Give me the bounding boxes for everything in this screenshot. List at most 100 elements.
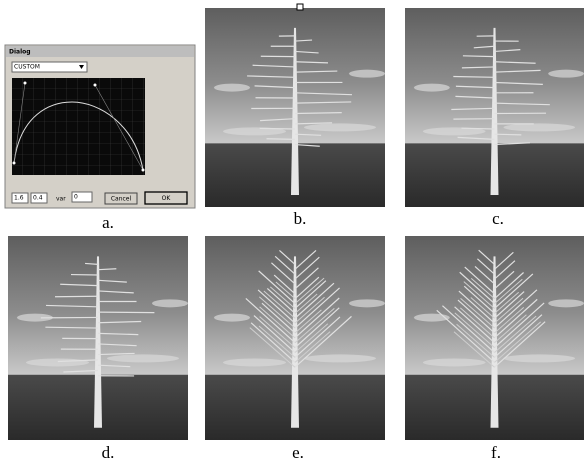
grid	[12, 78, 145, 175]
branch	[97, 332, 139, 336]
cloud	[223, 358, 286, 367]
branch	[271, 262, 296, 285]
control-point[interactable]	[141, 168, 145, 172]
branch	[63, 369, 99, 373]
cloud	[503, 123, 576, 132]
branch	[97, 279, 127, 283]
branch	[60, 283, 99, 287]
branch	[294, 287, 340, 329]
branch	[252, 64, 296, 68]
control-lines	[13, 82, 144, 171]
cancel-button[interactable]	[104, 192, 138, 205]
branch	[258, 325, 296, 358]
branch	[247, 75, 296, 78]
branch	[266, 288, 296, 314]
branch	[494, 291, 520, 314]
branch	[85, 262, 99, 265]
curve	[13, 101, 144, 171]
render-view	[205, 236, 385, 440]
trunk	[291, 27, 299, 196]
branch	[259, 306, 296, 339]
button-label: Cancel	[111, 196, 132, 203]
trunk	[490, 27, 499, 196]
branch	[460, 297, 495, 329]
branch	[454, 312, 495, 349]
branch	[453, 331, 495, 368]
control-point[interactable]	[23, 81, 27, 85]
branch	[97, 268, 117, 271]
branch	[463, 285, 495, 314]
branch	[494, 314, 543, 358]
ok-button[interactable]	[144, 191, 188, 205]
var-value: 0	[74, 194, 78, 201]
branch	[461, 127, 495, 130]
branch	[259, 296, 296, 329]
branch	[459, 307, 495, 339]
field[interactable]	[11, 192, 29, 204]
branch	[494, 272, 524, 300]
field-value: 0.4	[33, 195, 43, 202]
control-point[interactable]	[93, 83, 97, 87]
var-field[interactable]	[71, 191, 93, 203]
branch	[456, 323, 495, 358]
branch	[261, 302, 296, 334]
cloud	[17, 313, 53, 322]
branch	[269, 286, 296, 309]
branch	[461, 66, 495, 69]
branch	[254, 85, 296, 89]
branch	[294, 277, 325, 304]
var-label: var	[56, 196, 66, 203]
cloud	[422, 358, 486, 367]
branch	[273, 274, 296, 295]
branch	[294, 280, 327, 309]
render-view	[405, 236, 584, 440]
branch	[260, 118, 296, 122]
branch	[494, 302, 545, 349]
branch	[457, 299, 495, 334]
branch	[294, 293, 318, 314]
branch	[494, 289, 538, 329]
branch	[294, 101, 352, 104]
branch	[279, 249, 296, 265]
branch	[249, 327, 296, 368]
branch	[294, 297, 340, 339]
control-point[interactable]	[12, 161, 16, 165]
cloud	[503, 354, 576, 363]
dropdown-arrow	[79, 65, 84, 69]
branch	[294, 307, 335, 344]
branch	[464, 266, 495, 295]
branch	[494, 142, 530, 146]
branch	[259, 127, 296, 130]
branch	[455, 95, 495, 99]
branch	[494, 291, 525, 319]
branch	[494, 306, 525, 334]
branch	[454, 306, 495, 344]
branch	[294, 307, 340, 349]
branch	[463, 281, 495, 309]
branch	[294, 267, 319, 290]
branch	[457, 136, 495, 140]
branch	[451, 107, 495, 111]
branch	[97, 352, 135, 356]
button-label: OK	[162, 195, 172, 202]
branch	[245, 298, 296, 344]
branch	[494, 260, 516, 280]
branch	[294, 331, 331, 363]
field[interactable]	[30, 192, 48, 204]
panel-label: a.	[102, 213, 114, 232]
branch	[275, 281, 296, 300]
preset-dropdown[interactable]	[11, 61, 88, 73]
branch	[494, 321, 542, 363]
branch	[477, 258, 495, 275]
branch	[294, 133, 322, 136]
branch	[294, 112, 342, 115]
cloud	[304, 123, 376, 132]
cloud	[422, 127, 486, 136]
branch	[294, 309, 322, 334]
cloud	[349, 299, 385, 308]
branch	[259, 316, 296, 349]
branch	[294, 256, 320, 280]
branch	[97, 290, 134, 294]
cloud	[223, 127, 286, 136]
